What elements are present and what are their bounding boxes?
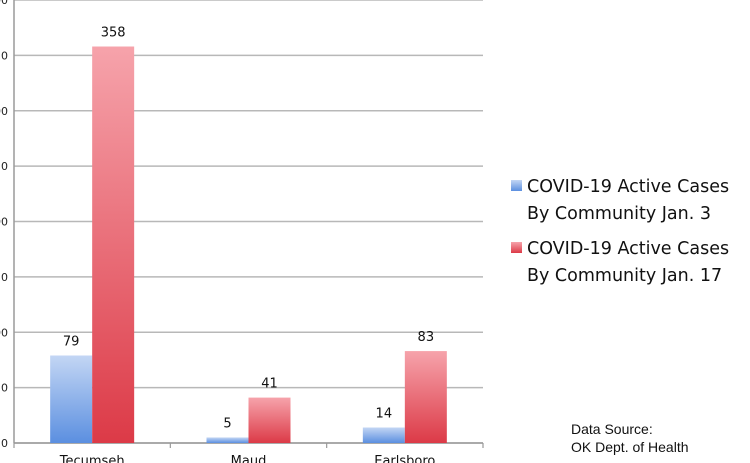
- x-tick-label-maud: Maud: [231, 454, 267, 463]
- bar-earlsboro-series-0: [362, 427, 405, 443]
- data-label: 14: [376, 406, 393, 421]
- bars: [50, 46, 447, 443]
- y-tick-label: 200: [0, 216, 8, 229]
- data-label: 79: [63, 335, 80, 350]
- legend-item-jan-3: COVID-19 Active Cases By Community Jan. …: [511, 174, 746, 228]
- data-label: 83: [418, 330, 435, 345]
- data-source-line-1: Data Source:: [571, 421, 653, 437]
- legend-swatch-jan-17: [511, 242, 522, 253]
- y-tick-label: 50: [0, 382, 8, 395]
- data-labels: 79 358 5 41 14 83: [63, 26, 434, 432]
- data-source-note: Data Source: OK Dept. of Health: [571, 420, 689, 456]
- legend-label-jan-3: COVID-19 Active Cases By Community Jan. …: [527, 177, 730, 224]
- bar-tecumseh-series-0: [50, 355, 93, 443]
- x-tick-label-tecumseh: Tecumseh: [59, 454, 125, 463]
- y-tick-label: 100: [0, 326, 8, 339]
- legend: COVID-19 Active Cases By Community Jan. …: [511, 174, 746, 298]
- y-tick-label: 350: [0, 49, 8, 62]
- bar-tecumseh-series-1: [92, 46, 135, 443]
- bar-maud-series-1: [248, 397, 291, 443]
- y-tick-label: 250: [0, 160, 8, 173]
- data-source-line-2: OK Dept. of Health: [571, 439, 689, 455]
- legend-label-jan-17: COVID-19 Active Cases By Community Jan. …: [527, 239, 730, 286]
- data-label: 41: [261, 377, 278, 392]
- y-tick-label: 400: [0, 0, 8, 7]
- y-tick-label: 300: [0, 105, 8, 118]
- legend-item-jan-17: COVID-19 Active Cases By Community Jan. …: [511, 236, 746, 290]
- data-label: 5: [223, 416, 231, 431]
- bar-maud-series-0: [206, 437, 249, 443]
- bar-earlsboro-series-1: [404, 351, 447, 443]
- y-tick-label: 150: [0, 271, 8, 284]
- x-tick-label-earlsboro: Earlsboro: [374, 454, 435, 463]
- legend-swatch-jan-3: [511, 180, 522, 191]
- y-tick-label: 0: [1, 437, 8, 450]
- data-label: 358: [101, 26, 126, 41]
